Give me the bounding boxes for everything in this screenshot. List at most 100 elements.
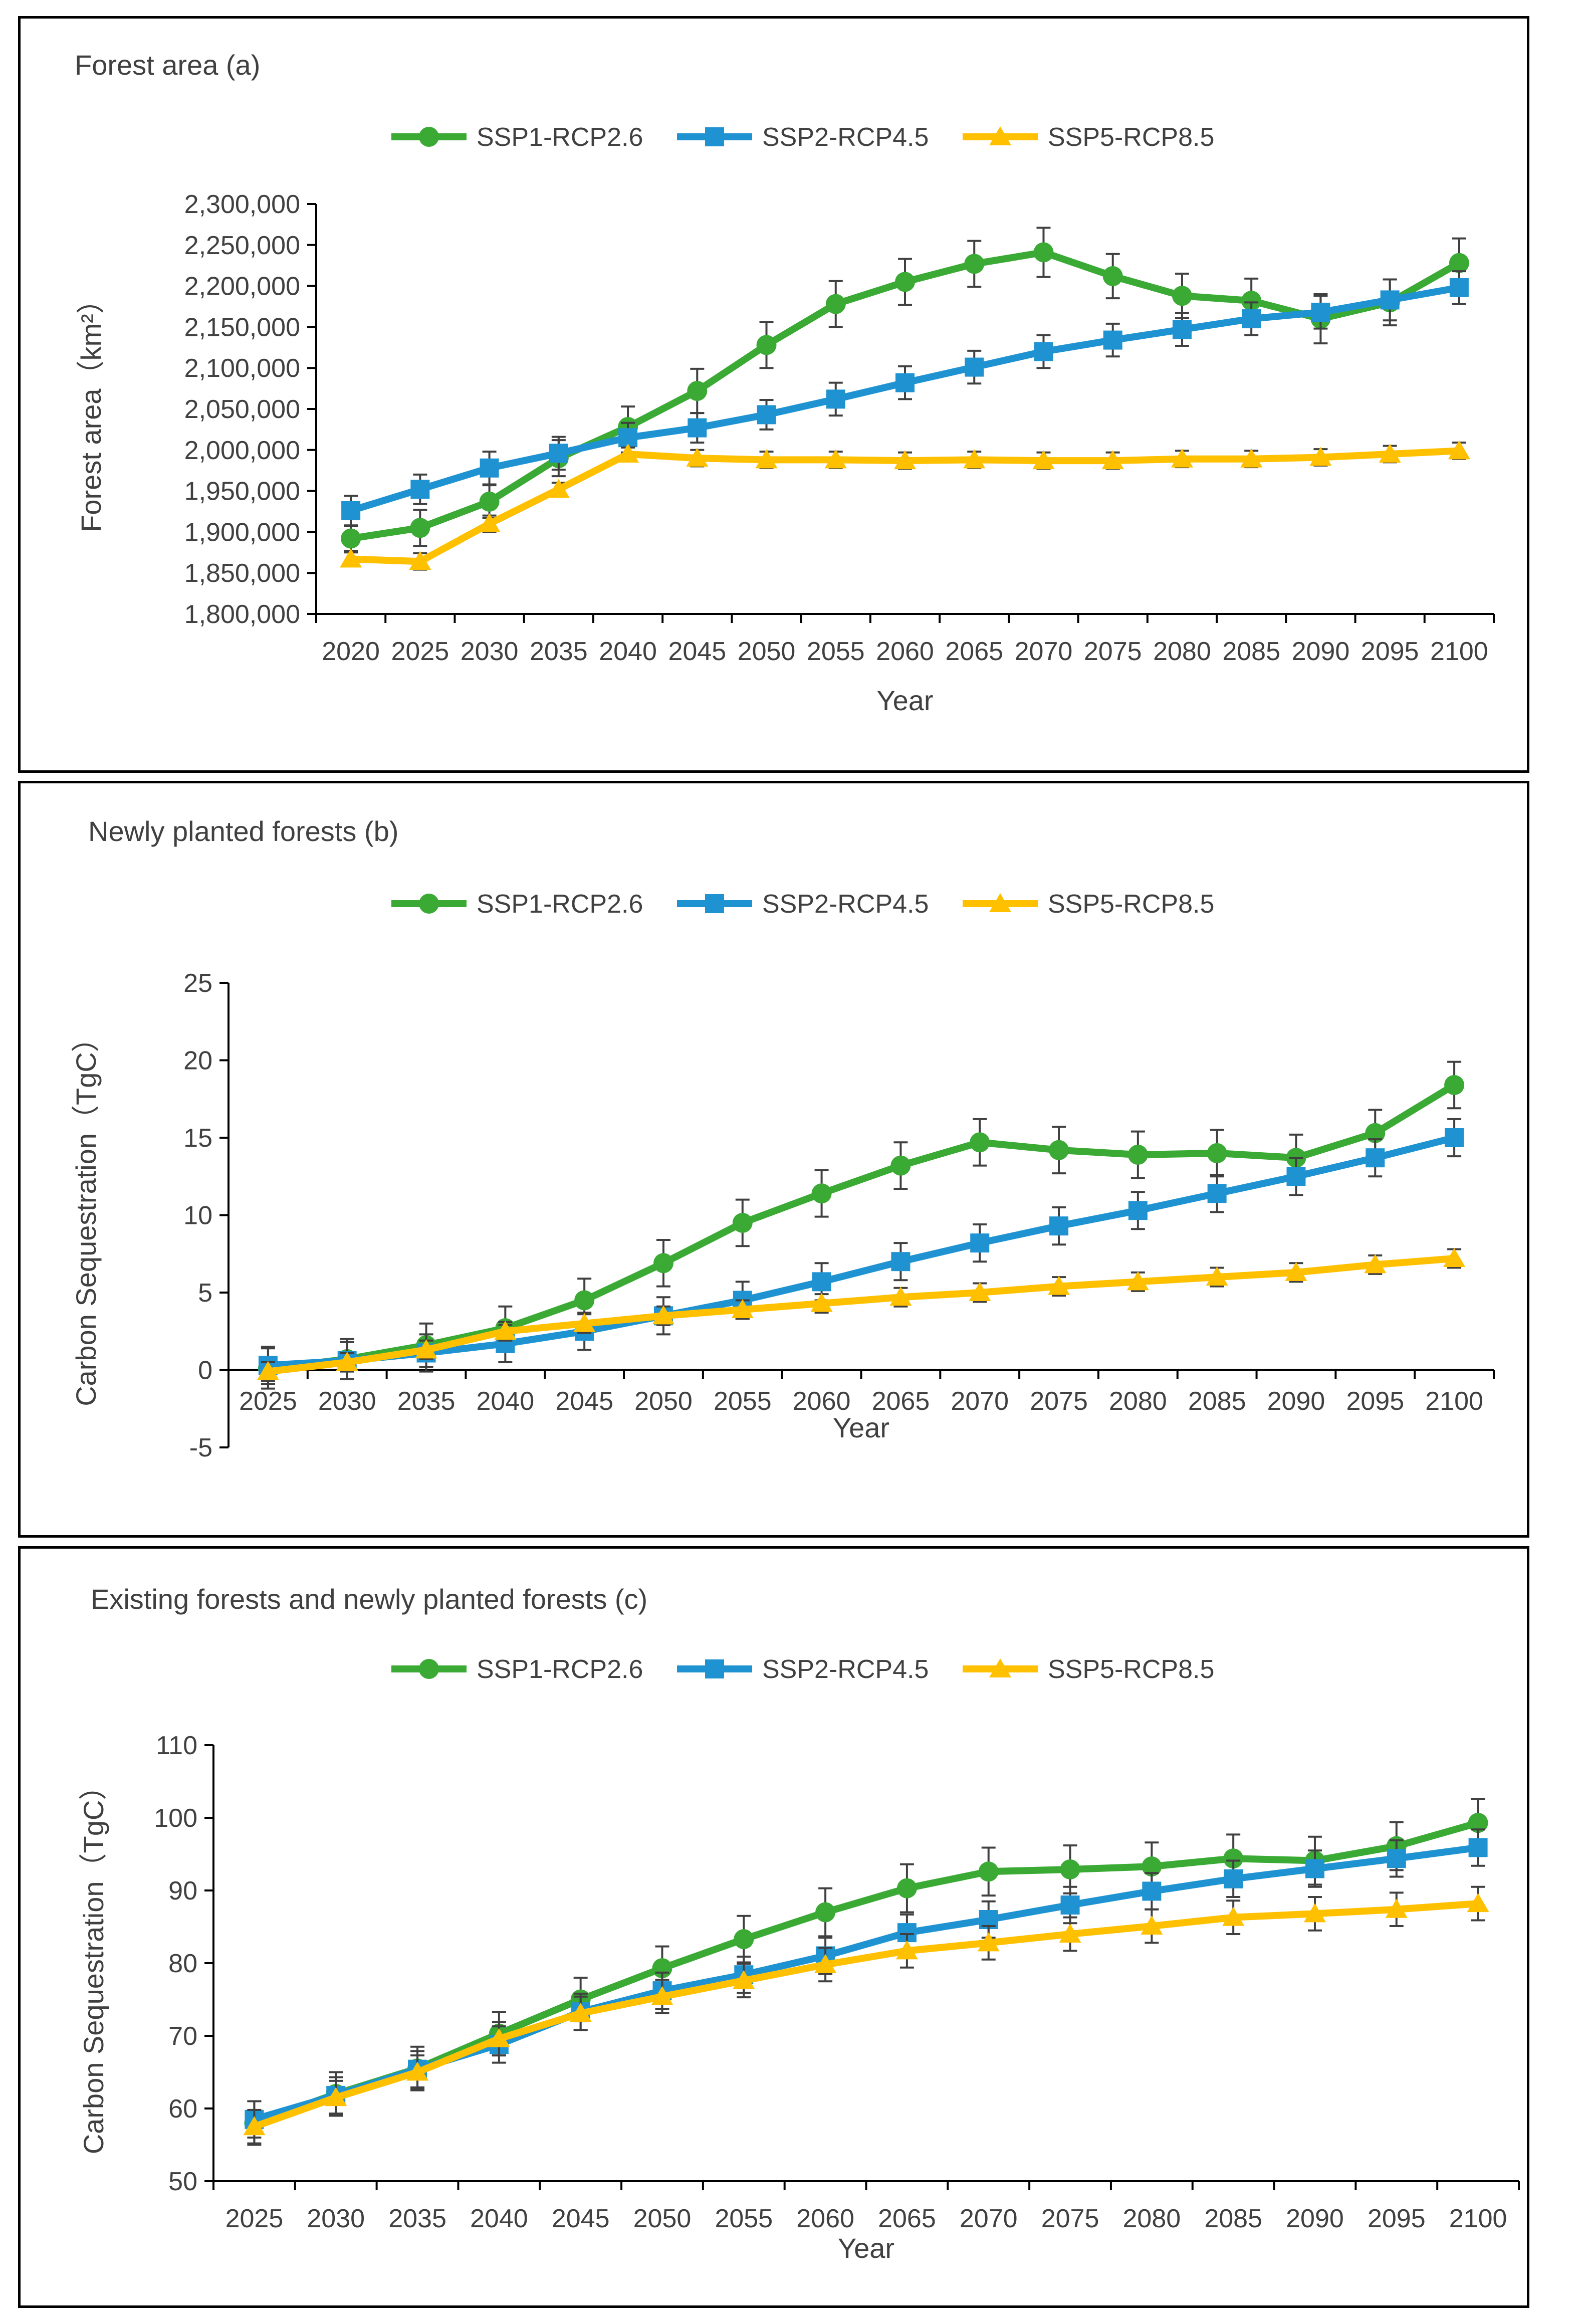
data-point: [1207, 1143, 1227, 1163]
data-point: [1242, 309, 1261, 329]
data-point: [731, 1299, 754, 1318]
series-line: [268, 1082, 1456, 1372]
data-point: [1387, 1849, 1406, 1868]
data-point: [1364, 1254, 1387, 1274]
y-tick-label: 5: [198, 1279, 212, 1308]
legend-label: SSP2-RCP4.5: [762, 890, 929, 919]
data-point: [815, 1902, 836, 1923]
y-tick-label: 50: [168, 2167, 197, 2196]
x-tick-label: 2100: [1430, 637, 1488, 666]
y-tick-label: 110: [156, 1731, 197, 1760]
data-point: [1033, 242, 1054, 263]
series-SSP1-RCP2.6: [258, 1061, 1465, 1390]
series-line: [268, 1255, 1455, 1375]
data-point: [653, 1253, 673, 1274]
data-point: [409, 551, 431, 570]
data-point: [336, 1352, 358, 1371]
x-tick-label: 2080: [1123, 2204, 1181, 2233]
data-point: [1379, 443, 1401, 463]
legend-label: SSP1-RCP2.6: [477, 1655, 643, 1684]
data-point: [340, 548, 362, 568]
y-tick-label: -5: [189, 1433, 212, 1462]
data-point: [1311, 302, 1330, 322]
data-point: [1141, 1916, 1163, 1935]
x-tick-label: 2060: [793, 1387, 851, 1416]
data-point: [406, 2061, 429, 2081]
x-tick-label: 2100: [1449, 2204, 1507, 2233]
x-tick-label: 2055: [715, 2204, 773, 2233]
x-tick-label: 2030: [461, 637, 519, 666]
data-point: [1222, 1907, 1245, 1926]
x-axis-label: Year: [876, 685, 933, 716]
data-point: [734, 1929, 754, 1950]
x-tick-label: 2070: [960, 2204, 1018, 2233]
x-tick-label: 2100: [1425, 1387, 1483, 1416]
data-point: [1142, 1856, 1162, 1877]
y-tick-label: 15: [183, 1124, 212, 1153]
data-point: [1048, 1276, 1070, 1295]
series-SSP5-RCP8.5: [340, 440, 1470, 571]
x-tick-label: 2045: [552, 2204, 610, 2233]
data-point: [1128, 1201, 1148, 1220]
data-point: [890, 1155, 911, 1176]
data-point: [1444, 1075, 1465, 1095]
x-tick-label: 2050: [633, 2204, 692, 2233]
x-tick-label: 2050: [738, 637, 796, 666]
legend-marker-circle: [419, 1659, 439, 1679]
y-tick-label: 70: [168, 2022, 197, 2051]
data-point: [755, 449, 778, 469]
data-point: [341, 528, 361, 549]
series-line: [268, 1134, 1455, 1369]
legend-label: SSP5-RCP8.5: [1048, 1655, 1214, 1684]
chart-title: Existing forests and newly planted fores…: [91, 1583, 647, 1615]
x-tick-label: 2050: [634, 1387, 693, 1416]
data-point: [494, 1321, 517, 1340]
chart-panel-existing-and-new: Existing forests and newly planted fores…: [18, 1546, 1529, 2308]
data-point: [479, 491, 500, 512]
x-tick-label: 2075: [1084, 637, 1142, 666]
y-tick-label: 10: [183, 1201, 212, 1230]
data-point: [896, 1878, 917, 1898]
series-line: [253, 1844, 1479, 2123]
data-point: [1059, 1924, 1081, 1943]
data-point: [895, 373, 915, 392]
x-tick-label: 2085: [1188, 1387, 1246, 1416]
x-axis-label: Year: [838, 2232, 894, 2264]
x-tick-label: 2080: [1109, 1387, 1167, 1416]
y-axis-label: Carbon Sequestration（TgC）: [78, 1772, 109, 2155]
data-point: [1127, 1144, 1148, 1165]
data-point: [1224, 1869, 1243, 1888]
data-point: [812, 1272, 831, 1292]
y-tick-label: 1,850,000: [184, 559, 300, 588]
x-tick-label: 2060: [876, 637, 934, 666]
data-point: [1207, 1184, 1227, 1203]
data-point: [970, 1233, 990, 1253]
data-point: [1240, 448, 1263, 468]
series-line: [253, 1900, 1479, 2130]
y-axis-label: Forest area（km²）: [75, 286, 107, 532]
data-point: [810, 1293, 833, 1312]
data-point: [549, 444, 568, 463]
data-point: [1172, 320, 1192, 339]
x-tick-label: 2020: [322, 637, 380, 666]
x-tick-label: 2035: [530, 637, 588, 666]
legend-marker-square: [705, 127, 724, 146]
data-point: [757, 405, 776, 425]
data-point: [341, 501, 361, 520]
y-tick-label: 1,950,000: [184, 477, 300, 506]
data-point: [415, 1339, 437, 1359]
legend-marker-triangle: [989, 126, 1011, 145]
x-tick-label: 2045: [668, 637, 726, 666]
x-tick-label: 2060: [796, 2204, 854, 2233]
series-SSP2-RCP4.5: [341, 270, 1469, 527]
data-point: [970, 1132, 990, 1153]
x-tick-label: 2025: [391, 637, 449, 666]
y-tick-label: 60: [168, 2094, 197, 2124]
data-point: [963, 449, 986, 469]
data-point: [1385, 1898, 1408, 1918]
data-point: [965, 357, 984, 377]
y-tick-label: 2,100,000: [184, 354, 300, 383]
legend-marker-triangle: [989, 893, 1011, 912]
series-SSP1-RCP2.6: [244, 1798, 1488, 2146]
legend-marker-square: [705, 1659, 724, 1678]
